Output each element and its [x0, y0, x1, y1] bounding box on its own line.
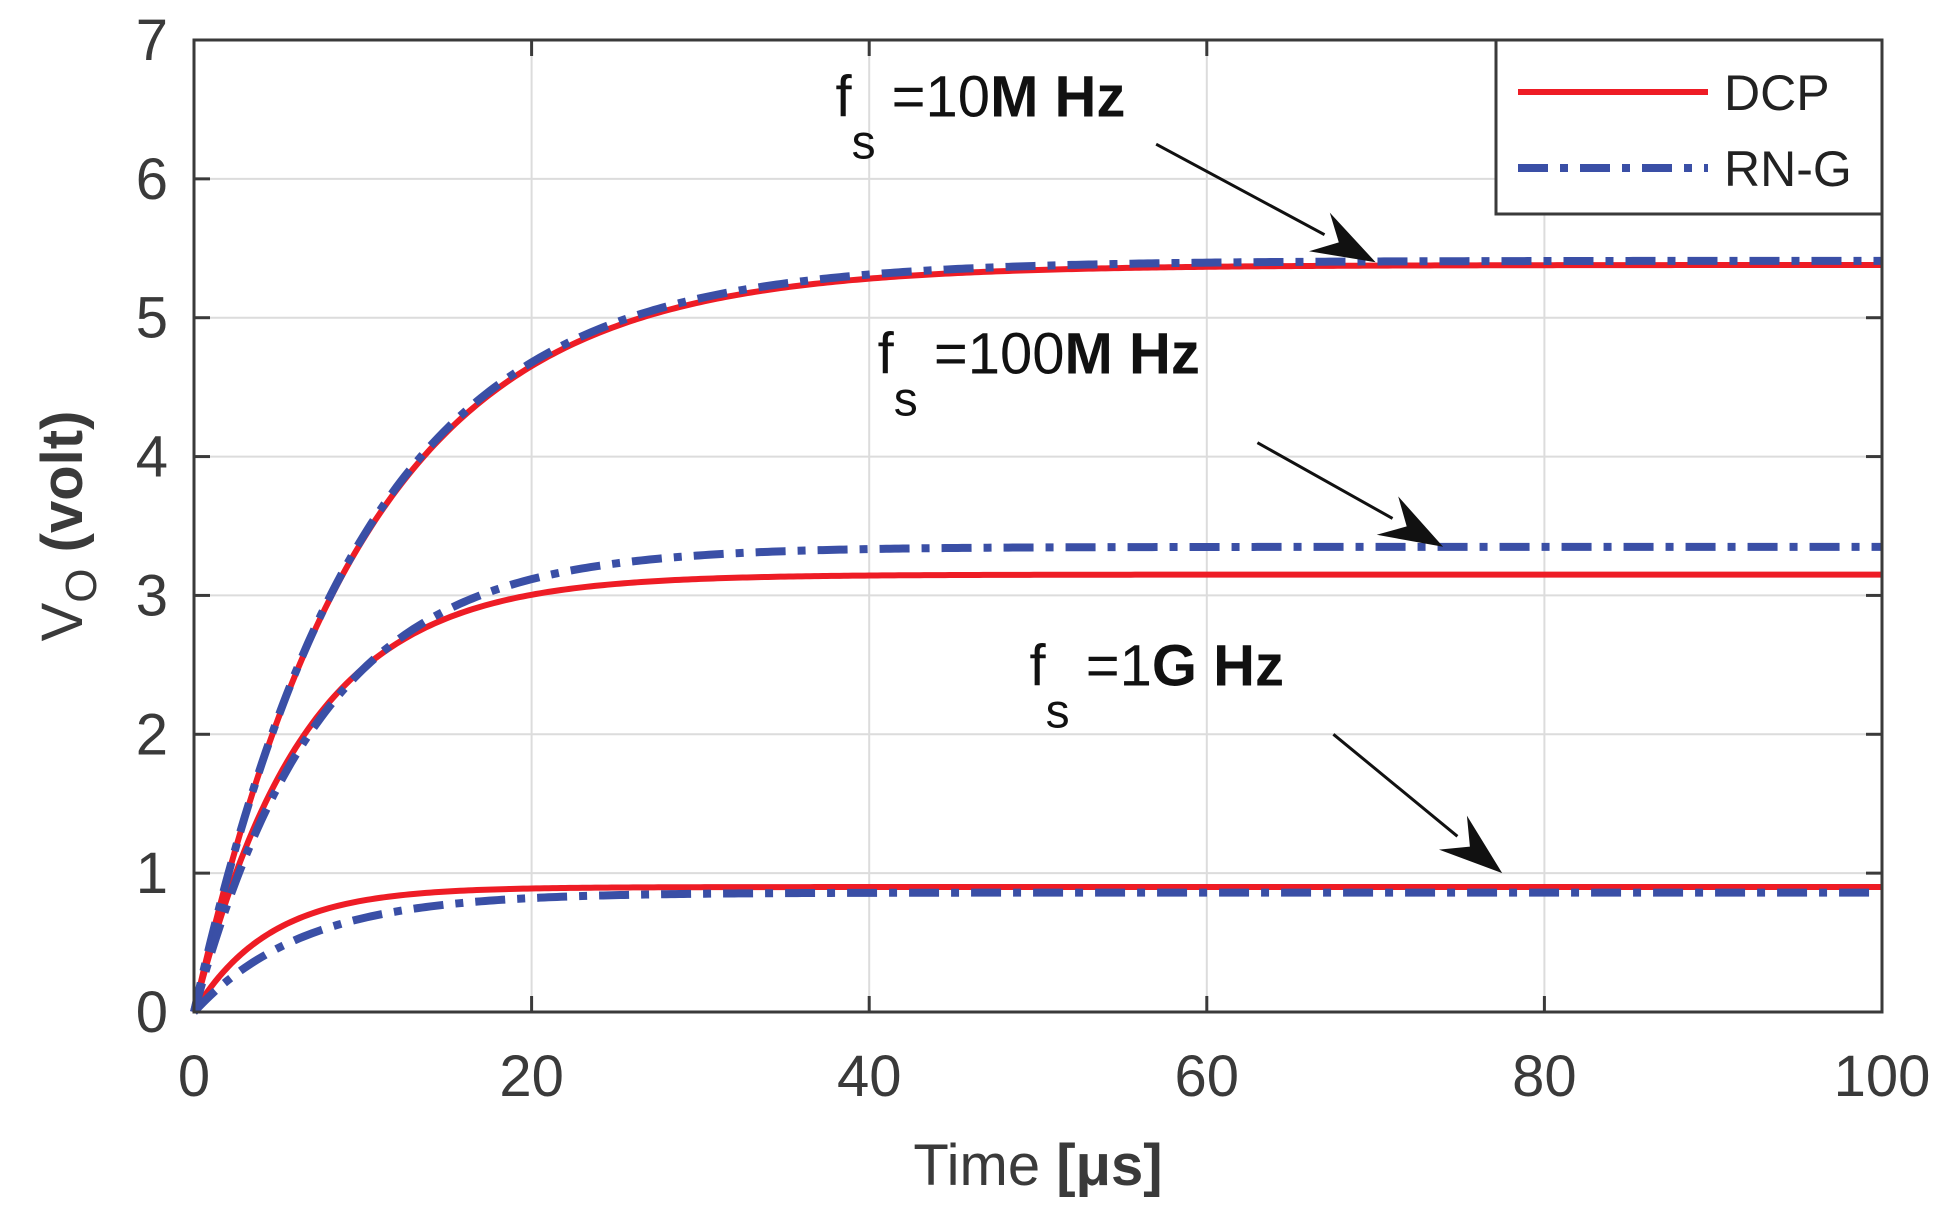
y-tick-label: 7 [136, 8, 168, 73]
x-tick-label: 40 [837, 1044, 902, 1109]
annotation: fs =1G Hz [1030, 634, 1503, 874]
annotation-arrow-head [1309, 212, 1376, 263]
y-axis-label-main: V [30, 602, 95, 641]
series-line-rn-g-10mhz [190, 256, 1882, 1013]
y-tick-label: 5 [136, 286, 168, 351]
y-axis-label-rest: (volt) [30, 411, 95, 569]
annotation-arrow-head [1376, 496, 1444, 547]
series-line-dcp-1ghz [191, 884, 1882, 1014]
y-axis-label: VO (volt) [30, 411, 106, 642]
annotation-label: fs =100M Hz [878, 321, 1200, 426]
annotation-label: fs =10M Hz [835, 64, 1125, 169]
x-tick-label: 20 [499, 1044, 564, 1109]
annotation-arrow-line [1256, 441, 1394, 520]
annotation-label: fs =1G Hz [1030, 634, 1285, 739]
series-line-dcp-10mhz [191, 261, 1882, 1013]
x-tick-label: 80 [1512, 1044, 1577, 1109]
axis-ticks: 0 20 40 60 80 100 0 1 2 3 4 5 6 7 [136, 8, 1931, 1109]
y-tick-label: 4 [136, 425, 168, 490]
legend-label-dcp: DCP [1724, 65, 1830, 121]
series-layer [190, 256, 1882, 1015]
x-axis-label-text: Time [913, 1133, 1056, 1198]
legend-box [1494, 38, 1884, 216]
y-tick-label: 3 [136, 563, 168, 628]
plot-frame [192, 38, 1884, 1014]
series-line-rn-g-1ghz [191, 888, 1882, 1015]
y-tick-label: 2 [136, 702, 168, 767]
annotation: fs =10M Hz [835, 64, 1376, 263]
y-tick-label: 1 [136, 841, 168, 906]
y-axis-label-sub: O [57, 568, 106, 602]
annotation-arrow-head [1439, 815, 1503, 874]
annotation-arrow-line [1332, 733, 1459, 838]
x-axis-label-unit: [μs] [1056, 1133, 1162, 1198]
annotation: fs =100M Hz [878, 321, 1444, 547]
y-tick-label: 0 [136, 980, 168, 1045]
annotation-arrow-line [1155, 142, 1326, 237]
x-tick-label: 60 [1175, 1044, 1240, 1109]
x-tick-label: 0 [178, 1044, 210, 1109]
y-tick-label: 6 [136, 147, 168, 212]
legend: DCP RN-G [1494, 38, 1884, 216]
x-tick-label: 100 [1834, 1044, 1931, 1109]
legend-label-rn-g: RN-G [1724, 141, 1852, 197]
x-axis-label: Time [μs] [913, 1133, 1162, 1198]
series-line-dcp-100mhz [191, 571, 1882, 1013]
annotations: fs =10M Hz fs =100M Hz fs =1G Hz [835, 64, 1503, 874]
series-line-rn-g-100mhz [190, 542, 1882, 1014]
